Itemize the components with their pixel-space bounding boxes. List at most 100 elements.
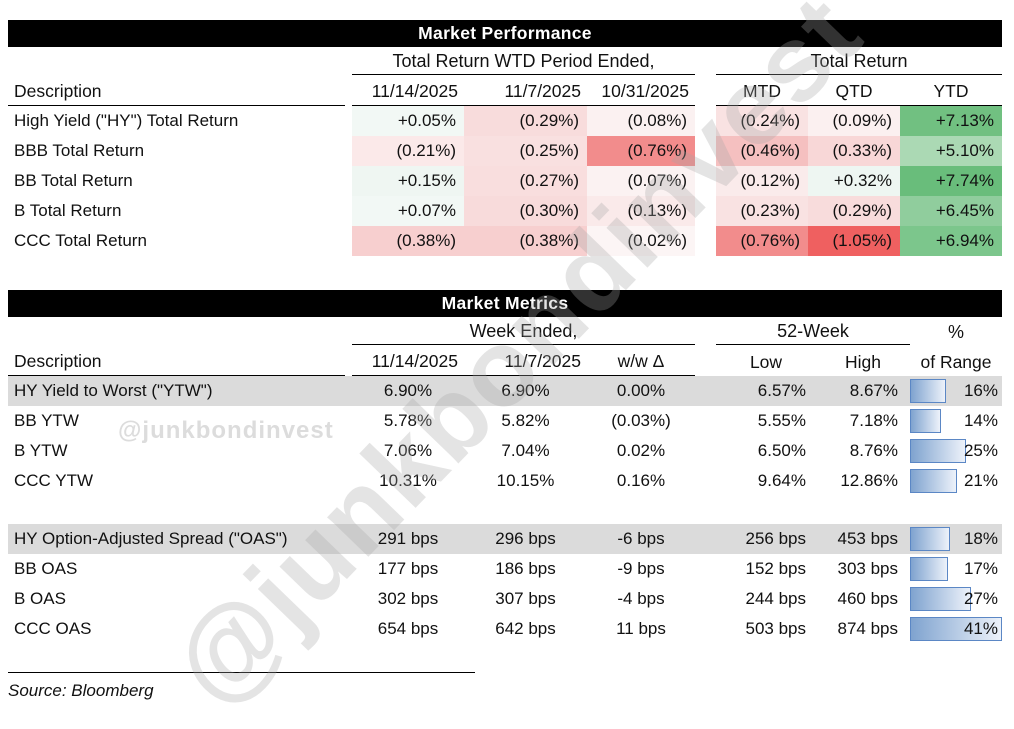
value-cell: (0.21%) <box>352 136 464 166</box>
value-cell: 453 bps <box>837 529 899 548</box>
group-header-52-week: 52-Week <box>716 321 910 345</box>
range-bar <box>910 379 946 403</box>
value-cell: 8.76% <box>849 441 898 460</box>
value-cell: (0.03%) <box>611 411 671 430</box>
value-cell: +7.13% <box>900 106 1002 136</box>
value-cell: 8.67% <box>849 381 898 400</box>
group-header-week-ended: Week Ended, <box>352 321 695 345</box>
value-cell: (0.09%) <box>808 106 900 136</box>
value-cell: 11 bps <box>616 619 666 638</box>
range-cell: 16% <box>910 376 1002 406</box>
row-label: HY Option-Adjusted Spread ("OAS") <box>14 529 288 548</box>
table-row-bb-total-return: BB Total Return +0.15% (0.27%) (0.07%) (… <box>8 166 1002 196</box>
value-cell: 6.57% <box>757 381 806 400</box>
value-cell: 152 bps <box>745 559 807 578</box>
table-row-b-total-return: B Total Return +0.07% (0.30%) (0.13%) (0… <box>8 196 1002 226</box>
value-cell: (0.76%) <box>587 136 695 166</box>
report-page: Market Performance Total Return WTD Peri… <box>8 20 1002 701</box>
column-header-date-2: 11/7/2025 <box>504 351 581 371</box>
performance-table: Market Performance Total Return WTD Peri… <box>8 20 1002 256</box>
value-cell: 5.78% <box>383 411 433 430</box>
column-header-date-3: 10/31/2025 <box>601 81 689 101</box>
value-cell: 186 bps <box>495 559 556 578</box>
value-cell: 874 bps <box>837 619 899 638</box>
column-header-high: High <box>845 352 881 372</box>
range-bar <box>910 617 1002 641</box>
range-percent: 18% <box>963 529 998 548</box>
value-cell: 5.55% <box>757 411 806 430</box>
value-cell: 642 bps <box>495 619 556 638</box>
performance-column-header-row: Description 11/14/2025 11/7/2025 10/31/2… <box>8 75 1002 106</box>
performance-title-bar: Market Performance <box>8 20 1002 47</box>
range-cell: 17% <box>910 554 1002 584</box>
column-header-of-range: of Range <box>920 352 992 372</box>
range-percent: 27% <box>963 589 998 608</box>
row-label: BB OAS <box>14 559 78 578</box>
value-cell: (0.46%) <box>716 136 808 166</box>
value-cell: 6.50% <box>757 441 806 460</box>
value-cell: (0.29%) <box>464 106 587 136</box>
row-label: CCC OAS <box>14 619 92 638</box>
range-cell: 41% <box>910 614 1002 644</box>
column-header-date-1: 11/14/2025 <box>371 351 458 371</box>
value-cell: (0.07%) <box>587 166 695 196</box>
range-bar <box>910 527 951 551</box>
row-label: B YTW <box>14 441 68 460</box>
range-cell: 21% <box>910 466 1002 496</box>
performance-group-header-row: Total Return WTD Period Ended, Total Ret… <box>8 47 1002 75</box>
value-cell: 0.16% <box>616 471 666 490</box>
group-header-percent: % <box>947 322 964 342</box>
value-cell: 10.31% <box>379 471 437 490</box>
value-cell: +6.94% <box>900 226 1002 256</box>
value-cell: (0.30%) <box>464 196 587 226</box>
column-header-mtd: MTD <box>743 81 781 101</box>
column-header-wow-delta: w/w Δ <box>617 351 665 371</box>
value-cell: (0.12%) <box>716 166 808 196</box>
value-cell: 307 bps <box>495 589 556 608</box>
range-percent: 17% <box>963 559 998 578</box>
value-cell: 460 bps <box>837 589 899 608</box>
column-header-date-2: 11/7/2025 <box>504 81 581 101</box>
value-cell: 303 bps <box>837 559 899 578</box>
value-cell: 0.00% <box>616 381 666 400</box>
value-cell: (0.24%) <box>716 106 808 136</box>
value-cell: (0.76%) <box>716 226 808 256</box>
table-row-b-oas: B OAS 302 bps 307 bps -4 bps 244 bps 460… <box>8 584 1002 614</box>
value-cell: 7.06% <box>383 441 433 460</box>
value-cell: 302 bps <box>377 589 439 608</box>
value-cell: (0.38%) <box>464 226 587 256</box>
value-cell: 10.15% <box>496 471 555 490</box>
value-cell: 244 bps <box>745 589 807 608</box>
group-header-wtd: Total Return WTD Period Ended, <box>352 51 695 75</box>
value-cell: -6 bps <box>617 529 665 548</box>
table-row-hy-total-return: High Yield ("HY") Total Return +0.05% (0… <box>8 106 1002 136</box>
range-cell: 27% <box>910 584 1002 614</box>
blank-row <box>8 496 1002 524</box>
table-row-ccc-total-return: CCC Total Return (0.38%) (0.38%) (0.02%)… <box>8 226 1002 256</box>
value-cell: -9 bps <box>617 559 665 578</box>
range-bar <box>910 409 942 433</box>
range-percent: 25% <box>963 441 998 460</box>
column-header-date-1: 11/14/2025 <box>371 81 458 101</box>
row-label: BB YTW <box>14 411 79 430</box>
range-bar <box>910 439 967 463</box>
metrics-table: Market Metrics Week Ended, 52-Week % Des… <box>8 290 1002 644</box>
table-row-hy-ytw: HY Yield to Worst ("YTW") 6.90% 6.90% 0.… <box>8 376 1002 406</box>
value-cell: 7.18% <box>849 411 898 430</box>
table-row-bb-oas: BB OAS 177 bps 186 bps -9 bps 152 bps 30… <box>8 554 1002 584</box>
value-cell: 6.90% <box>383 381 433 400</box>
column-header-description: Description <box>8 81 345 106</box>
range-percent: 21% <box>963 471 998 490</box>
value-cell: 177 bps <box>377 559 439 578</box>
value-cell: +0.07% <box>352 196 464 226</box>
column-header-qtd: QTD <box>835 81 873 101</box>
table-row-bbb-total-return: BBB Total Return (0.21%) (0.25%) (0.76%)… <box>8 136 1002 166</box>
range-bar <box>910 469 958 493</box>
group-header-total-return: Total Return <box>716 51 1002 75</box>
row-label: BB Total Return <box>14 171 133 190</box>
metrics-column-header-row: Description 11/14/2025 11/7/2025 w/w Δ L… <box>8 345 1002 376</box>
value-cell: -4 bps <box>617 589 665 608</box>
range-percent: 41% <box>963 619 998 638</box>
table-row-bb-ytw: BB YTW 5.78% 5.82% (0.03%) 5.55% 7.18% 1… <box>8 406 1002 436</box>
table-row-ccc-oas: CCC OAS 654 bps 642 bps 11 bps 503 bps 8… <box>8 614 1002 644</box>
